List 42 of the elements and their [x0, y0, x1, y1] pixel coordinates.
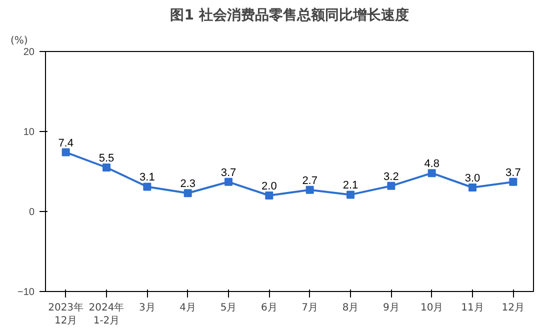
data-label: 7.4	[58, 137, 74, 150]
data-label: 3.1	[140, 172, 155, 184]
x-tick-label: 2023年 12月	[48, 302, 84, 327]
x-tick-label: 6月	[260, 302, 278, 314]
x-tick-label: 11月	[461, 302, 484, 314]
data-label: 4.8	[424, 158, 440, 170]
point	[428, 169, 436, 178]
y-axis-title: (%)	[10, 36, 28, 46]
data-label: 3.0	[464, 172, 480, 184]
point	[184, 189, 192, 198]
data-label: 5.5	[98, 152, 114, 164]
data-label: 3.2	[384, 170, 399, 183]
x-tick-label: 12月	[502, 302, 525, 314]
point	[509, 178, 518, 186]
x-tick-label: 9月	[382, 302, 400, 314]
data-label: 2.7	[302, 174, 318, 187]
x-tick-label: 3月	[138, 302, 156, 314]
point	[62, 148, 70, 156]
x-tick-label: 7月	[302, 302, 318, 314]
point	[143, 182, 152, 191]
point	[224, 178, 232, 186]
y-tick-label: 10	[23, 127, 35, 138]
point	[306, 186, 314, 194]
y-tick-label: 0	[28, 207, 35, 218]
chart-title: 图1 社会消费品零售总额同比增长速度	[170, 6, 409, 24]
data-label: 2.0	[262, 180, 277, 192]
point	[346, 190, 354, 199]
x-tick-label: 4月	[180, 302, 196, 314]
x-tick-label: 5月	[220, 302, 237, 314]
x-tick-label: 10月	[420, 302, 444, 314]
x-tick-label: 8月	[342, 302, 359, 314]
data-label: 3.7	[506, 166, 521, 179]
y-tick-label: 20	[23, 47, 35, 58]
x-tick-label: 2024年 1-2月	[88, 302, 124, 327]
point	[468, 184, 476, 192]
point	[265, 192, 274, 200]
data-label: 2.3	[180, 178, 196, 190]
y-tick-label: −10	[18, 287, 35, 298]
data-label: 3.7	[220, 166, 236, 179]
point	[387, 182, 396, 190]
data-label: 2.1	[342, 180, 358, 192]
point	[102, 164, 110, 172]
